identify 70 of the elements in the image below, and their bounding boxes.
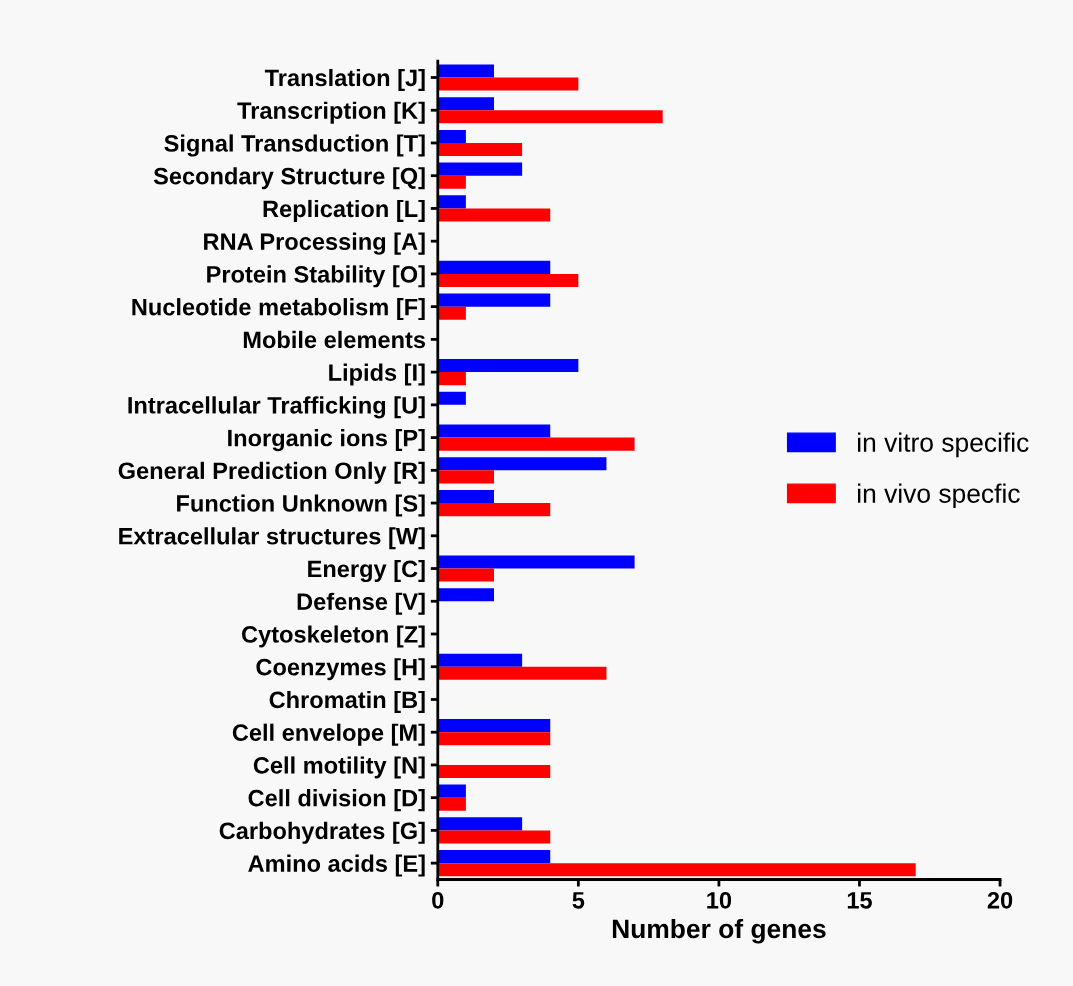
bar (437, 208, 551, 222)
y-tick-label: Transcription [K] (237, 101, 425, 124)
x-tick-label: 20 (987, 891, 1013, 909)
bar (437, 260, 551, 274)
bar (437, 273, 579, 287)
bar (437, 764, 551, 779)
bar (437, 372, 466, 386)
y-tick-label: Lipids [I] (329, 363, 425, 386)
bar (437, 863, 916, 877)
bar (437, 424, 551, 438)
bar (437, 142, 523, 157)
x-tick-label: 15 (847, 892, 872, 909)
y-tick-label: Chromatin [B] (269, 690, 425, 713)
bar (437, 175, 466, 189)
bar (437, 64, 495, 78)
x-tick-label: 5 (572, 892, 585, 909)
bar (437, 97, 495, 111)
bar (437, 359, 579, 373)
bar (437, 110, 663, 124)
bar (437, 457, 607, 471)
bar (437, 391, 466, 405)
y-tick-label: Mobile elements (243, 330, 426, 349)
y-tick-label: Protein Stability [O] (207, 265, 425, 288)
bar (437, 470, 495, 484)
bar (437, 850, 551, 864)
bar (437, 653, 523, 667)
bar (437, 817, 523, 831)
bar (437, 666, 607, 680)
bar (437, 732, 551, 746)
y-tick-label: Carbohydrates [G] (219, 821, 425, 844)
y-tick-label: Energy [C] (308, 559, 425, 583)
bar (437, 588, 495, 602)
y-tick-label: Inorganic ions [P] (228, 429, 425, 452)
bar (437, 129, 466, 143)
x-tick-label: 0 (432, 891, 444, 909)
x-tick-label: 10 (707, 891, 732, 909)
y-tick-label: Coenzymes [H] (256, 658, 425, 681)
bar (437, 77, 579, 91)
x-axis-title: Number of genes (612, 918, 826, 944)
y-tick-label: Amino acids [E] (248, 854, 425, 877)
bar (437, 568, 495, 582)
y-tick-label: RNA Processing [A] (204, 232, 425, 255)
bar (437, 489, 495, 504)
bar (437, 195, 466, 209)
y-tick-label: Extracellular structures [W] (119, 527, 425, 550)
y-tick-label: Intracellular Trafficking [U] (128, 396, 425, 419)
bar (437, 437, 635, 451)
legend-label: in vivo specfic (858, 483, 1020, 509)
y-tick-label: Secondary Structure [Q] (153, 167, 425, 190)
bar (437, 555, 635, 569)
bar (437, 830, 551, 844)
y-tick-label: Cell division [D] (248, 789, 425, 812)
bar (437, 503, 551, 517)
bar (437, 293, 551, 307)
y-tick-label: Translation [J] (264, 68, 425, 91)
y-tick-label: Signal Transduction [T] (164, 134, 425, 157)
y-tick-label: Nucleotide metabolism [F] (132, 298, 425, 321)
bar (437, 719, 551, 733)
bar (437, 797, 466, 811)
y-tick-label: Defense [V] (297, 592, 425, 615)
bar (437, 306, 466, 320)
y-tick-label: Cell envelope [M] (232, 723, 425, 746)
y-tick-label: Cell motility [N] (253, 756, 425, 779)
y-tick-label: General Prediction Only [R] (118, 461, 425, 484)
bar (437, 784, 466, 798)
y-tick-label: Cytoskeleton [Z] (242, 625, 425, 648)
y-tick-label: Function Unknown [S] (177, 494, 425, 517)
legend-label: in vitro specific (858, 432, 1029, 458)
y-tick-label: Replication [L] (263, 199, 425, 222)
bar (437, 162, 523, 176)
